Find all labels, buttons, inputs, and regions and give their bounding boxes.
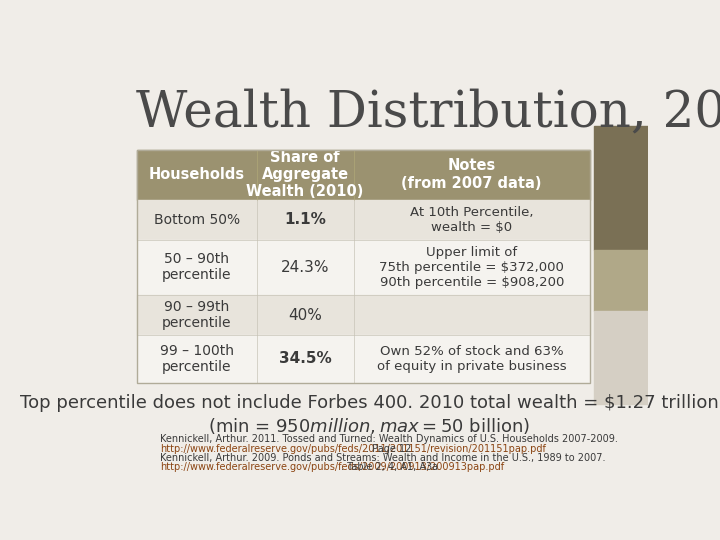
Text: Bottom 50%: Bottom 50% [153, 213, 240, 227]
Text: http://www.federalreserve.gov/pubs/feds/2011/201151/revision/201151pap.pdf: http://www.federalreserve.gov/pubs/feds/… [160, 444, 546, 454]
Text: 50 – 90th
percentile: 50 – 90th percentile [162, 252, 231, 282]
Text: 90 – 99th
percentile: 90 – 99th percentile [162, 300, 231, 330]
Bar [137, 200, 590, 240]
Text: Own 52% of stock and 63%
of equity in private business: Own 52% of stock and 63% of equity in pr… [377, 345, 567, 373]
Text: 1.1%: 1.1% [284, 212, 326, 227]
Text: Share of
Aggregate
Wealth (2010): Share of Aggregate Wealth (2010) [246, 150, 364, 199]
Text: . Table 2, 4, A1, A3a: . Table 2, 4, A1, A3a [341, 462, 438, 472]
Text: 24.3%: 24.3% [281, 260, 329, 275]
Text: 40%: 40% [288, 308, 322, 322]
Bar [137, 295, 590, 335]
Text: Households: Households [148, 167, 245, 182]
Text: . Page 12.: . Page 12. [366, 444, 415, 454]
Bar [594, 311, 648, 403]
Bar [137, 150, 590, 200]
Text: Wealth Distribution, 2010: Wealth Distribution, 2010 [137, 88, 720, 137]
Text: Notes
(from 2007 data): Notes (from 2007 data) [402, 158, 542, 191]
Text: Top percentile does not include Forbes 400. 2010 total wealth = $1.27 trillion
(: Top percentile does not include Forbes 4… [19, 394, 719, 436]
Text: http://www.federalreserve.gov/pubs/feds/2009/200913/200913pap.pdf: http://www.federalreserve.gov/pubs/feds/… [160, 462, 504, 472]
Bar [594, 249, 648, 311]
Text: Upper limit of
75th percentile = $372,000
90th percentile = $908,200: Upper limit of 75th percentile = $372,00… [379, 246, 564, 289]
Bar [594, 126, 648, 249]
Text: 99 – 100th
percentile: 99 – 100th percentile [160, 344, 233, 374]
Text: Kennickell, Arthur. 2011. Tossed and Turned: Wealth Dynamics of U.S. Households : Kennickell, Arthur. 2011. Tossed and Tur… [160, 434, 618, 444]
Bar [137, 240, 590, 295]
Text: Kennickell, Arthur. 2009. Ponds and Streams: Wealth and Income in the U.S., 1989: Kennickell, Arthur. 2009. Ponds and Stre… [160, 453, 606, 463]
Bar [137, 335, 590, 383]
Text: At 10th Percentile,
wealth = $0: At 10th Percentile, wealth = $0 [410, 206, 534, 234]
Bar [137, 150, 590, 383]
Text: 34.5%: 34.5% [279, 352, 331, 367]
